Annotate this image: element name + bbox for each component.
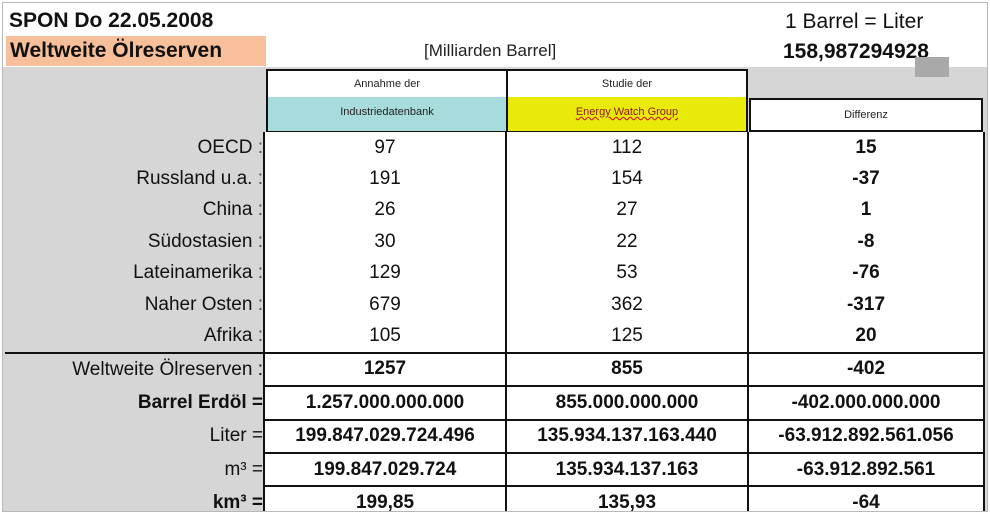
- table-row: Weltweite Ölreserven :1257 855 -402: [5, 351, 985, 387]
- value-differenz: -402.000.000.000: [747, 385, 985, 420]
- row-label: km³ =: [212, 491, 263, 512]
- unit-label: [Milliarden Barrel]: [424, 41, 557, 60]
- value-industriedatenbank: 105: [263, 320, 507, 353]
- table-row: Naher Osten :679 362 -317: [5, 288, 985, 321]
- value-industriedatenbank: 1.257.000.000.000: [263, 385, 507, 420]
- row-label: Liter =: [209, 425, 263, 447]
- value-energy-watch-group: 135.934.137.163.440: [505, 418, 749, 453]
- header-area: SPON Do 22.05.2008 Weltweite Ölreserven …: [3, 3, 987, 67]
- value-differenz: -402: [747, 351, 985, 387]
- value-energy-watch-group: 27: [505, 194, 749, 227]
- value-differenz: 1: [747, 194, 985, 227]
- conversion-label: 1 Barrel = Liter: [785, 10, 924, 33]
- table-row: m³ = 199.847.029.724 135.934.137.163 -63.91…: [5, 451, 985, 487]
- row-label: Weltweite Ölreserven :: [5, 351, 264, 387]
- value-industriedatenbank: 30: [263, 226, 507, 258]
- row-label: OECD :: [197, 136, 263, 158]
- value-differenz: -8: [747, 226, 985, 258]
- row-label: m³ =: [224, 458, 263, 480]
- value-energy-watch-group: 135,93: [505, 485, 749, 511]
- value-industriedatenbank: 1257: [263, 351, 507, 387]
- value-energy-watch-group: 855.000.000.000: [505, 385, 749, 420]
- value-industriedatenbank: 191: [263, 163, 507, 195]
- row-label: Südostasien :: [147, 230, 263, 252]
- value-industriedatenbank: 129: [263, 257, 507, 289]
- value-differenz: 15: [747, 132, 985, 164]
- value-differenz: -76: [747, 257, 985, 289]
- table-row: Südostasien :30 22 -8: [5, 226, 985, 258]
- row-label: Lateinamerika :: [133, 262, 263, 284]
- date-line: SPON Do 22.05.2008: [9, 9, 214, 32]
- column-header-differenz: Differenz: [749, 98, 983, 132]
- table-row: OECD :97 112 15: [5, 132, 985, 164]
- value-energy-watch-group: 53: [505, 257, 749, 289]
- conversion-value: 158,987294928: [783, 40, 929, 63]
- table-row: Lateinamerika :129 53 -76: [5, 257, 985, 289]
- value-energy-watch-group: 22: [505, 226, 749, 258]
- row-label: Afrika :: [203, 325, 263, 347]
- table-row: Barrel Erdöl = 1.257.000.000.000 855.000.0…: [5, 385, 985, 420]
- value-industriedatenbank: 199.847.029.724: [263, 451, 507, 487]
- value-industriedatenbank: 97: [263, 132, 507, 164]
- value-differenz: -37: [747, 163, 985, 195]
- value-energy-watch-group: 154: [505, 163, 749, 195]
- value-energy-watch-group: 362: [505, 288, 749, 321]
- row-label: Naher Osten :: [144, 293, 263, 315]
- decorative-block: [915, 57, 949, 77]
- value-industriedatenbank: 26: [263, 194, 507, 227]
- value-energy-watch-group: 125: [505, 320, 749, 353]
- column-header-line2: Industriedatenbank: [268, 97, 506, 131]
- table-row: Russland u.a. :191 154 -37: [5, 163, 985, 195]
- row-label: Russland u.a. :: [136, 168, 263, 190]
- value-energy-watch-group: 135.934.137.163: [505, 451, 749, 487]
- table-row: China :26 27 1: [5, 194, 985, 227]
- value-industriedatenbank: 199,85: [263, 485, 507, 511]
- table-row: Liter = 199.847.029.724.496 135.934.137.16…: [5, 418, 985, 453]
- value-differenz: -317: [747, 288, 985, 321]
- value-industriedatenbank: 679: [263, 288, 507, 321]
- column-header-energy-watch-group: Studie der Energy Watch Group: [506, 69, 748, 133]
- row-label: Barrel Erdöl =: [137, 391, 263, 413]
- reserves-table: OECD :97 112 15 Russland u.a. :191 154 -37 Chi…: [5, 132, 985, 512]
- value-differenz: -64: [747, 485, 985, 511]
- row-label: China :: [202, 199, 263, 221]
- page-title: Weltweite Ölreserven: [6, 36, 266, 66]
- value-differenz: -63.912.892.561.056: [747, 418, 985, 453]
- column-header-industriedatenbank: Annahme der Industriedatenbank: [266, 69, 508, 133]
- value-energy-watch-group: 855: [505, 351, 749, 387]
- value-energy-watch-group: 112: [505, 132, 749, 164]
- value-differenz: -63.912.892.561: [747, 451, 985, 487]
- column-header-line1: Studie der: [508, 71, 746, 97]
- column-header-line2: Energy Watch Group: [508, 97, 746, 131]
- column-header-line1: Annahme der: [268, 71, 506, 97]
- table-row: Afrika :105 125 20: [5, 320, 985, 353]
- value-industriedatenbank: 199.847.029.724.496: [263, 418, 507, 453]
- value-differenz: 20: [747, 320, 985, 353]
- table-row: km³ = 199,85 135,93 -64: [5, 485, 985, 512]
